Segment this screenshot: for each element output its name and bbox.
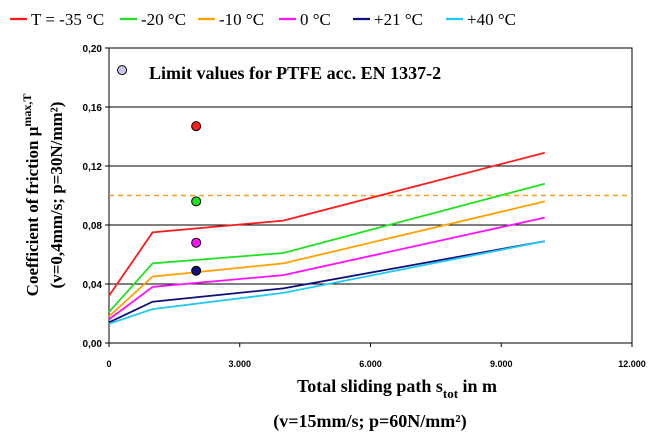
x-axis-label: Total sliding path stot in m: [297, 376, 497, 401]
x-axis-label-sub: tot: [443, 386, 459, 401]
y-tick-label: 0,08: [83, 221, 103, 232]
series-line-3: [108, 216, 545, 321]
x-axis-label-unit: in m: [458, 376, 497, 396]
legend-label-0: T = -35 °C: [31, 10, 104, 29]
y-axis-label-main: Coefficient of friction μ: [23, 126, 42, 296]
series-line-1: [108, 182, 546, 313]
limit-point-0: [117, 65, 128, 76]
y-axis-label-sub: max,T: [20, 94, 34, 127]
series-line-5: [108, 240, 545, 325]
gridlines: [109, 106, 632, 285]
y-tick-label: 0,16: [83, 103, 103, 114]
series-line-4: [108, 240, 545, 324]
y-axis-label: Coefficient of friction μmax,T: [20, 94, 42, 297]
y-tick-label: 0,00: [83, 339, 103, 350]
series-lines: [108, 151, 546, 325]
x-tick-label: 12.000: [618, 359, 646, 369]
series-line-0: [108, 151, 546, 297]
y-tick-label: 0,12: [83, 162, 103, 173]
x-axis-label-main: Total sliding path s: [297, 376, 443, 396]
svg-text:Coefficient of friction μmax,T: Coefficient of friction μmax,T: [20, 94, 42, 297]
limit-points: [117, 65, 202, 276]
x-axis-ticks: 0 3.000 6.000 9.000 12.000: [106, 343, 646, 369]
limit-point-4: [191, 265, 202, 276]
legend-label-5: +40 °C: [467, 10, 516, 29]
annotation-text: Limit values for PTFE acc. EN 1337-2: [149, 63, 441, 83]
legend-label-1: -20 °C: [141, 10, 186, 29]
x-axis-label-line2: (v=15mm/s; p=60N/mm²): [273, 411, 466, 432]
legend: T = -35 °C -20 °C -10 °C 0 °C +21 °C +40 °C: [10, 10, 516, 29]
x-tick-label: 9.000: [490, 359, 513, 369]
y-axis-ticks: 0,00 0,04 0,08 0,12 0,16 0,20: [83, 44, 109, 350]
y-axis-label-line2-text: (v=0,4mm/s; p=30N/mm²): [47, 102, 66, 289]
legend-label-3: 0 °C: [300, 10, 331, 29]
legend-label-4: +21 °C: [374, 10, 423, 29]
limit-point-2: [191, 196, 202, 207]
limit-point-3: [191, 237, 202, 248]
legend-label-2: -10 °C: [219, 10, 264, 29]
y-tick-label: 0,20: [83, 44, 103, 55]
x-tick-label: 3.000: [228, 359, 251, 369]
y-tick-label: 0,04: [83, 280, 103, 291]
limit-point-1: [191, 121, 202, 132]
series-line-2: [108, 200, 546, 318]
y-axis-label-line2: (v=0,4mm/s; p=30N/mm²): [47, 102, 66, 289]
x-tick-label: 6.000: [359, 359, 382, 369]
x-tick-label: 0: [106, 359, 111, 369]
